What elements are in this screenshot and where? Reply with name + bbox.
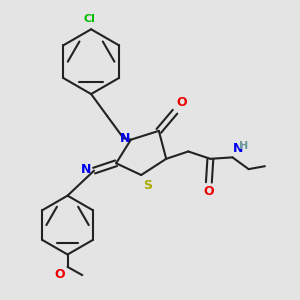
Text: N: N: [233, 142, 243, 155]
Text: O: O: [55, 268, 65, 281]
Text: Cl: Cl: [84, 14, 96, 24]
Text: O: O: [176, 96, 187, 110]
Text: N: N: [120, 132, 131, 145]
Text: O: O: [203, 185, 214, 198]
Text: S: S: [143, 179, 152, 192]
Text: N: N: [81, 163, 91, 176]
Text: H: H: [239, 142, 248, 152]
